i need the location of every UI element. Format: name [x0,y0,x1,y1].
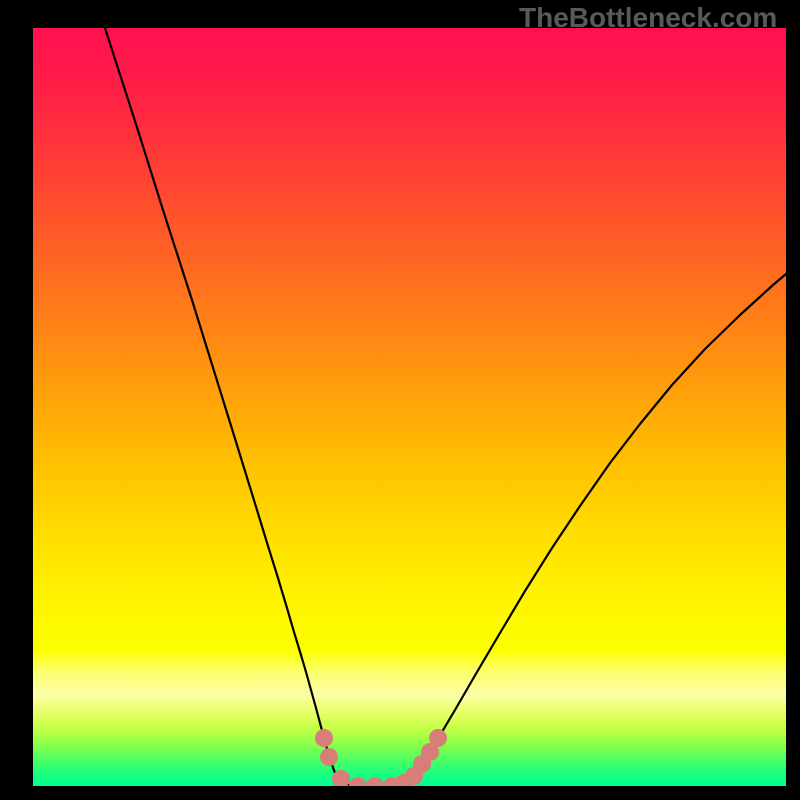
valley-marker [429,729,447,747]
bottleneck-curve [105,28,786,786]
chart-overlay [0,0,800,800]
frame-left [0,0,33,800]
watermark-text: TheBottleneck.com [519,2,777,34]
valley-marker [315,729,333,747]
valley-marker [320,748,338,766]
frame-right [786,0,800,800]
frame-bottom [0,786,800,800]
